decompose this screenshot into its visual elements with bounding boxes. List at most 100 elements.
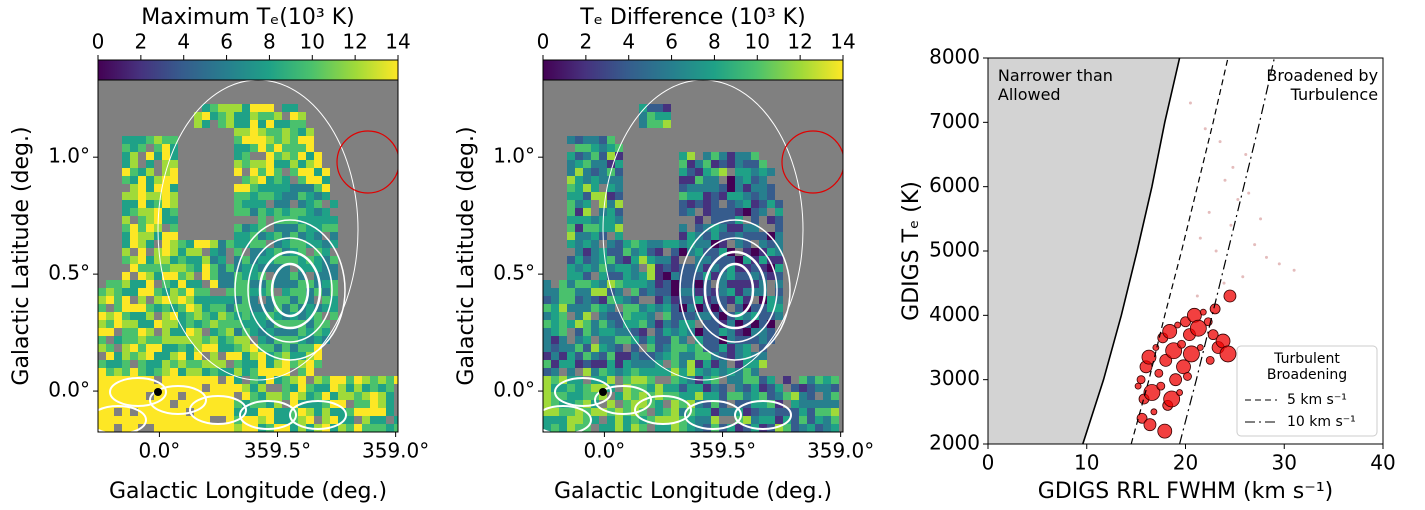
map-pixel [250, 128, 258, 136]
map-pixel [170, 328, 178, 336]
map-pixel [775, 280, 783, 288]
map-pixel [743, 344, 751, 352]
map-pixel [615, 200, 623, 208]
map-pixel [599, 360, 607, 368]
map-pixel [687, 200, 695, 208]
map-pixel [559, 296, 567, 304]
map-pixel [719, 152, 727, 160]
map-pixel [98, 336, 106, 344]
map-pixel [639, 288, 647, 296]
map-pixel [703, 240, 711, 248]
map-pixel [258, 232, 266, 240]
map-pixel [679, 400, 687, 408]
y-axis-label: GDIGS Tₑ (K) [899, 181, 924, 321]
map-pixel [282, 360, 290, 368]
map-pixel [266, 408, 274, 416]
map-pixel [146, 184, 154, 192]
map-pixel [274, 224, 282, 232]
map-pixel [591, 288, 599, 296]
map-pixel [575, 152, 583, 160]
map-pixel [290, 392, 298, 400]
map-pixel [258, 328, 266, 336]
y-tick-label: 3000 [929, 366, 980, 390]
map-pixel [130, 312, 138, 320]
map-pixel [298, 264, 306, 272]
map-pixel [607, 352, 615, 360]
map-pixel [551, 400, 559, 408]
map-pixel [551, 296, 559, 304]
map-pixel [639, 240, 647, 248]
map-pixel [242, 232, 250, 240]
map-pixel [583, 272, 591, 280]
map-pixel [775, 240, 783, 248]
map-pixel [194, 296, 202, 304]
map-pixel [791, 392, 799, 400]
map-pixel [322, 320, 330, 328]
y-tick-label: 8000 [929, 45, 980, 69]
map-pixel [655, 104, 663, 112]
map-pixel [210, 352, 218, 360]
map-pixel [258, 336, 266, 344]
map-pixel [122, 176, 130, 184]
map-pixel [663, 264, 671, 272]
map-pixel [138, 376, 146, 384]
map-pixel [591, 176, 599, 184]
map-pixel [615, 168, 623, 176]
map-pixel [623, 424, 631, 432]
map-pixel [170, 280, 178, 288]
map-pixel [551, 360, 559, 368]
map-pixel [727, 176, 735, 184]
map-pixel [354, 376, 362, 384]
map-pixel [647, 240, 655, 248]
contour [594, 385, 652, 415]
map-pixel [567, 424, 575, 432]
map-pixel [178, 288, 186, 296]
scatter-point [1169, 373, 1183, 387]
map-pixel [679, 384, 687, 392]
map-pixel [679, 360, 687, 368]
map-pixel [306, 408, 314, 416]
map-pixel [799, 376, 807, 384]
map-pixel [322, 168, 330, 176]
map-pixel [543, 408, 551, 416]
map-pixel [274, 112, 282, 120]
map-pixel [266, 248, 274, 256]
map-pixel [386, 384, 394, 392]
map-pixel [234, 128, 242, 136]
map-pixel [354, 384, 362, 392]
map-pixel [306, 176, 314, 184]
map-pixel [218, 264, 226, 272]
map-pixel [735, 408, 743, 416]
map-pixel [258, 104, 266, 112]
map-pixel [711, 392, 719, 400]
map-pixel [735, 264, 743, 272]
scatter-point [1253, 243, 1257, 247]
map-pixel [567, 280, 575, 288]
map-pixel [551, 376, 559, 384]
map-pixel [162, 296, 170, 304]
map-pixel [250, 392, 258, 400]
map-pixel [330, 232, 338, 240]
map-pixel [162, 352, 170, 360]
map-pixel [583, 304, 591, 312]
map-pixel [735, 208, 743, 216]
map-pixel [186, 248, 194, 256]
map-pixel [679, 408, 687, 416]
map-pixel [322, 416, 330, 424]
map-pixel [671, 280, 679, 288]
map-pixel [743, 424, 751, 432]
map-pixel [250, 400, 258, 408]
map-pixel [218, 280, 226, 288]
contour [247, 237, 333, 343]
map-pixel [258, 112, 266, 120]
map-pixel [751, 232, 759, 240]
map-pixel [551, 352, 559, 360]
map-pixel [234, 424, 242, 432]
map-pixel [330, 288, 338, 296]
y-tick-label: 7000 [929, 109, 980, 133]
map-pixel [639, 120, 647, 128]
map-pixel [170, 168, 178, 176]
map-pixel [599, 160, 607, 168]
map-pixel [202, 376, 210, 384]
map-pixel [583, 312, 591, 320]
